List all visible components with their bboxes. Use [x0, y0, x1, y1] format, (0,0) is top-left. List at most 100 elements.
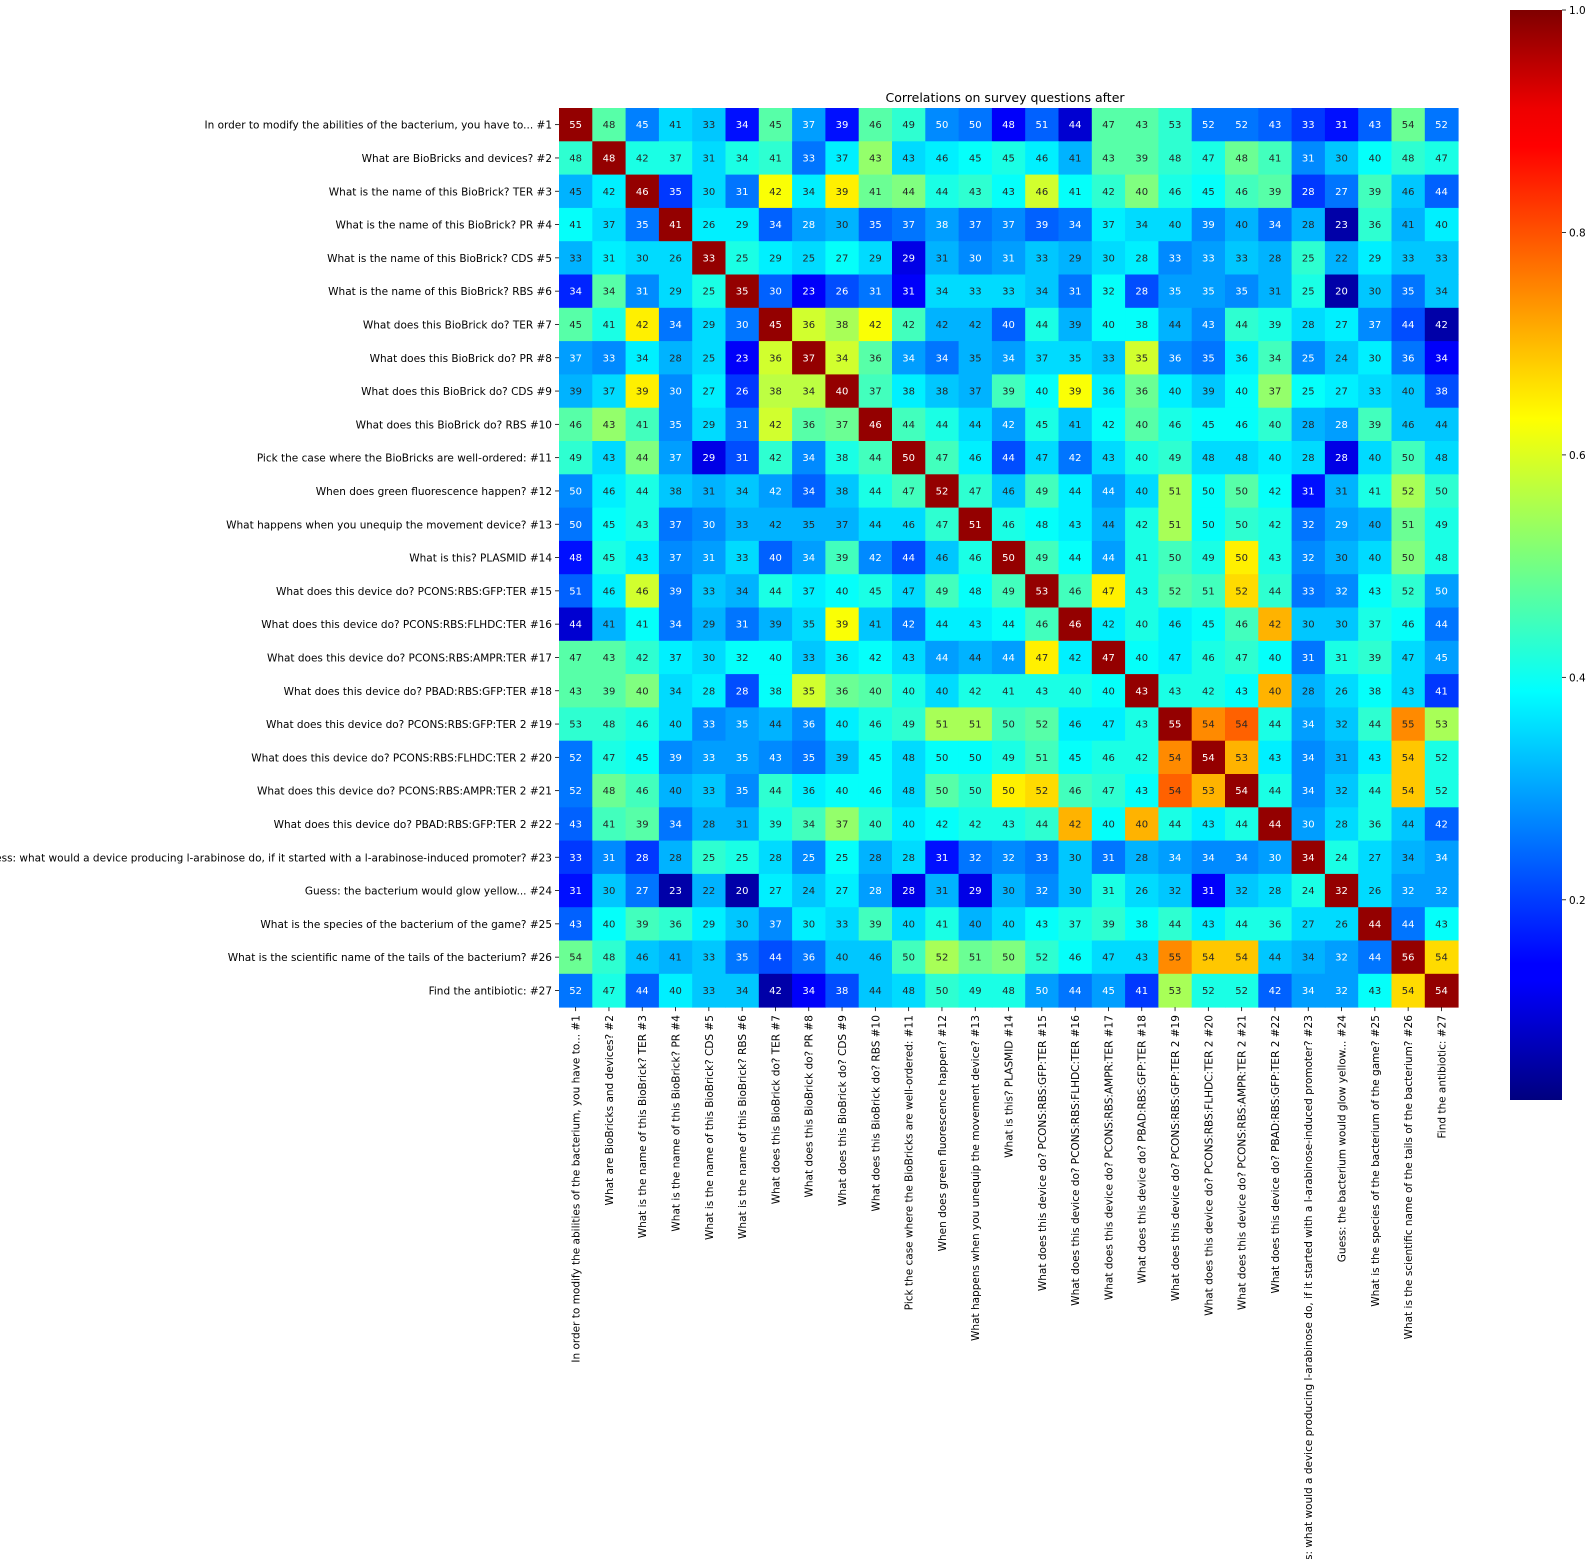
- heatmap-cell: [1258, 774, 1293, 808]
- heatmap-cell: [1358, 407, 1392, 442]
- cell-value: 23: [802, 287, 815, 298]
- cell-value: 42: [869, 653, 882, 664]
- heatmap-cell: [925, 374, 960, 409]
- cell-value: 42: [1002, 420, 1015, 431]
- heatmap-cell: [1025, 907, 1059, 941]
- heatmap-cell: [1258, 374, 1293, 409]
- cell-value: 43: [1069, 520, 1082, 531]
- heatmap-cell: [1091, 441, 1126, 475]
- heatmap-cell: [658, 674, 693, 708]
- row-label: What does this device do? PCONS:RBS:AMPR…: [257, 786, 552, 798]
- cell-value: 43: [1368, 986, 1381, 997]
- heatmap-cell: [858, 507, 893, 542]
- cell-value: 30: [802, 919, 815, 930]
- heatmap-cell: [991, 807, 1026, 842]
- heatmap-cell: [1058, 640, 1093, 675]
- cell-value: 53: [569, 720, 582, 731]
- heatmap-cell: [758, 374, 793, 409]
- cell-value: 47: [1102, 120, 1115, 131]
- heatmap-cell: [825, 307, 860, 342]
- cell-value: 28: [636, 853, 649, 864]
- cell-value: 28: [1269, 886, 1282, 897]
- cell-value: 41: [936, 919, 949, 930]
- heatmap-cell: [858, 774, 893, 808]
- heatmap-cell: [758, 873, 793, 908]
- row-label: What does this BioBrick do? PR #8: [370, 353, 552, 365]
- cell-value: 50: [936, 120, 949, 131]
- column-label: What happens when you unequip the moveme…: [970, 1015, 982, 1341]
- heatmap-cell: [758, 907, 793, 941]
- heatmap-cell: [1225, 607, 1259, 642]
- heatmap-cell: [925, 274, 960, 309]
- heatmap-cell: [559, 774, 593, 808]
- heatmap-cell: [925, 973, 960, 1008]
- heatmap-cell: [758, 840, 793, 875]
- heatmap-cell: [1358, 574, 1392, 608]
- cell-value: 34: [736, 586, 749, 597]
- heatmap-cell: [991, 774, 1026, 808]
- cell-value: 39: [769, 819, 782, 830]
- cell-value: 42: [603, 187, 616, 198]
- heatmap-cell: [1225, 241, 1259, 275]
- cell-value: 33: [1402, 253, 1415, 264]
- heatmap-cell: [725, 774, 760, 808]
- heatmap-cell: [1258, 640, 1293, 675]
- heatmap-cell: [1025, 774, 1059, 808]
- cell-value: 25: [836, 853, 849, 864]
- row-label: What is this? PLASMID #14: [409, 553, 552, 565]
- cell-value: 35: [1202, 353, 1215, 364]
- heatmap-cell: [658, 973, 693, 1008]
- heatmap-cell: [1158, 674, 1193, 708]
- cell-value: 31: [1335, 486, 1348, 497]
- cell-value: 33: [1035, 853, 1048, 864]
- cell-value: 49: [1002, 586, 1015, 597]
- heatmap-cell: [592, 307, 627, 342]
- heatmap-cell: [692, 707, 726, 742]
- heatmap-cell: [1225, 341, 1259, 375]
- heatmap-cell: [1091, 474, 1126, 509]
- heatmap-cell: [559, 141, 593, 176]
- cell-value: 37: [1269, 387, 1282, 398]
- heatmap-cell: [1091, 207, 1126, 242]
- heatmap-cell: [1191, 307, 1226, 342]
- heatmap-cell: [958, 707, 993, 742]
- cell-value: 42: [769, 187, 782, 198]
- cell-value: 43: [1002, 819, 1015, 830]
- cell-value: 37: [802, 120, 815, 131]
- cell-value: 49: [1435, 520, 1448, 531]
- heatmap-cell: [658, 940, 693, 975]
- cell-value: 30: [1335, 620, 1348, 631]
- heatmap-cell: [1424, 474, 1459, 509]
- cell-value: 33: [1235, 253, 1248, 264]
- heatmap-cell: [892, 840, 926, 875]
- heatmap-cell: [758, 474, 793, 509]
- heatmap-cell: [1391, 807, 1426, 842]
- heatmap-cell: [858, 674, 893, 708]
- heatmap-cell: [1091, 940, 1126, 975]
- cell-value: 44: [1235, 819, 1248, 830]
- heatmap-cell: [592, 141, 627, 176]
- cell-value: 36: [1169, 353, 1182, 364]
- heatmap-cell: [892, 108, 926, 142]
- heatmap-cell: [592, 474, 627, 509]
- cell-value: 43: [1269, 553, 1282, 564]
- heatmap-cell: [825, 341, 860, 375]
- heatmap-cell: [1424, 108, 1459, 142]
- cell-value: 40: [1135, 819, 1148, 830]
- cell-value: 42: [1269, 486, 1282, 497]
- cell-value: 40: [836, 953, 849, 964]
- cell-value: 43: [1202, 320, 1215, 331]
- cell-value: 32: [1335, 786, 1348, 797]
- heatmap-cell: [825, 873, 860, 908]
- heatmap-cell: [592, 840, 627, 875]
- cell-value: 48: [603, 786, 616, 797]
- heatmap-cell: [991, 108, 1026, 142]
- cell-value: 43: [636, 520, 649, 531]
- heatmap-cell: [958, 940, 993, 975]
- heatmap-cell: [1025, 674, 1059, 708]
- cell-value: 30: [702, 187, 715, 198]
- heatmap-cell: [1225, 141, 1259, 176]
- cell-value: 43: [1035, 686, 1048, 697]
- cell-value: 24: [1302, 886, 1315, 897]
- heatmap-cell: [725, 241, 760, 275]
